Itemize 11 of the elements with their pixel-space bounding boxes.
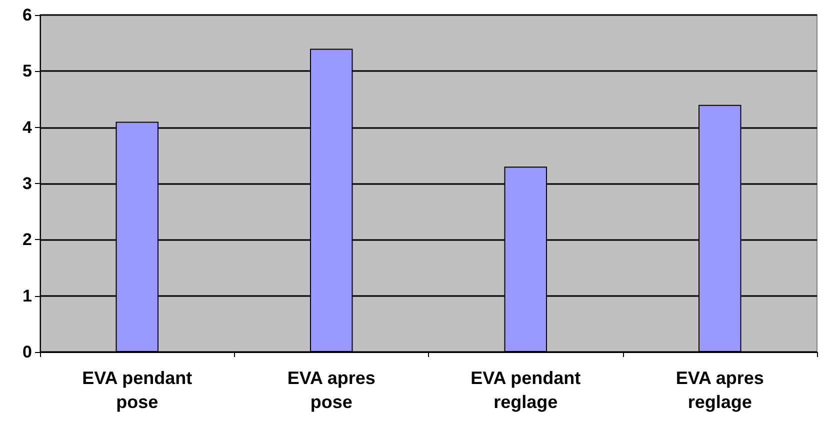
y-tick-label: 1: [22, 286, 32, 306]
y-tick-label: 6: [22, 6, 32, 24]
y-tick-label: 5: [22, 62, 32, 81]
y-tick-label: 3: [22, 174, 32, 193]
y-tick-label: 2: [22, 230, 32, 250]
x-tick-label: EVA apres pose: [287, 368, 376, 412]
y-tick-label: 0: [22, 342, 32, 362]
y-tick-label: 4: [22, 118, 33, 137]
x-tick-label: EVA apres reglage: [676, 368, 764, 412]
x-tick-label: EVA pendant pose: [82, 368, 192, 412]
x-tick-label: EVA pendant reglage: [470, 368, 581, 412]
